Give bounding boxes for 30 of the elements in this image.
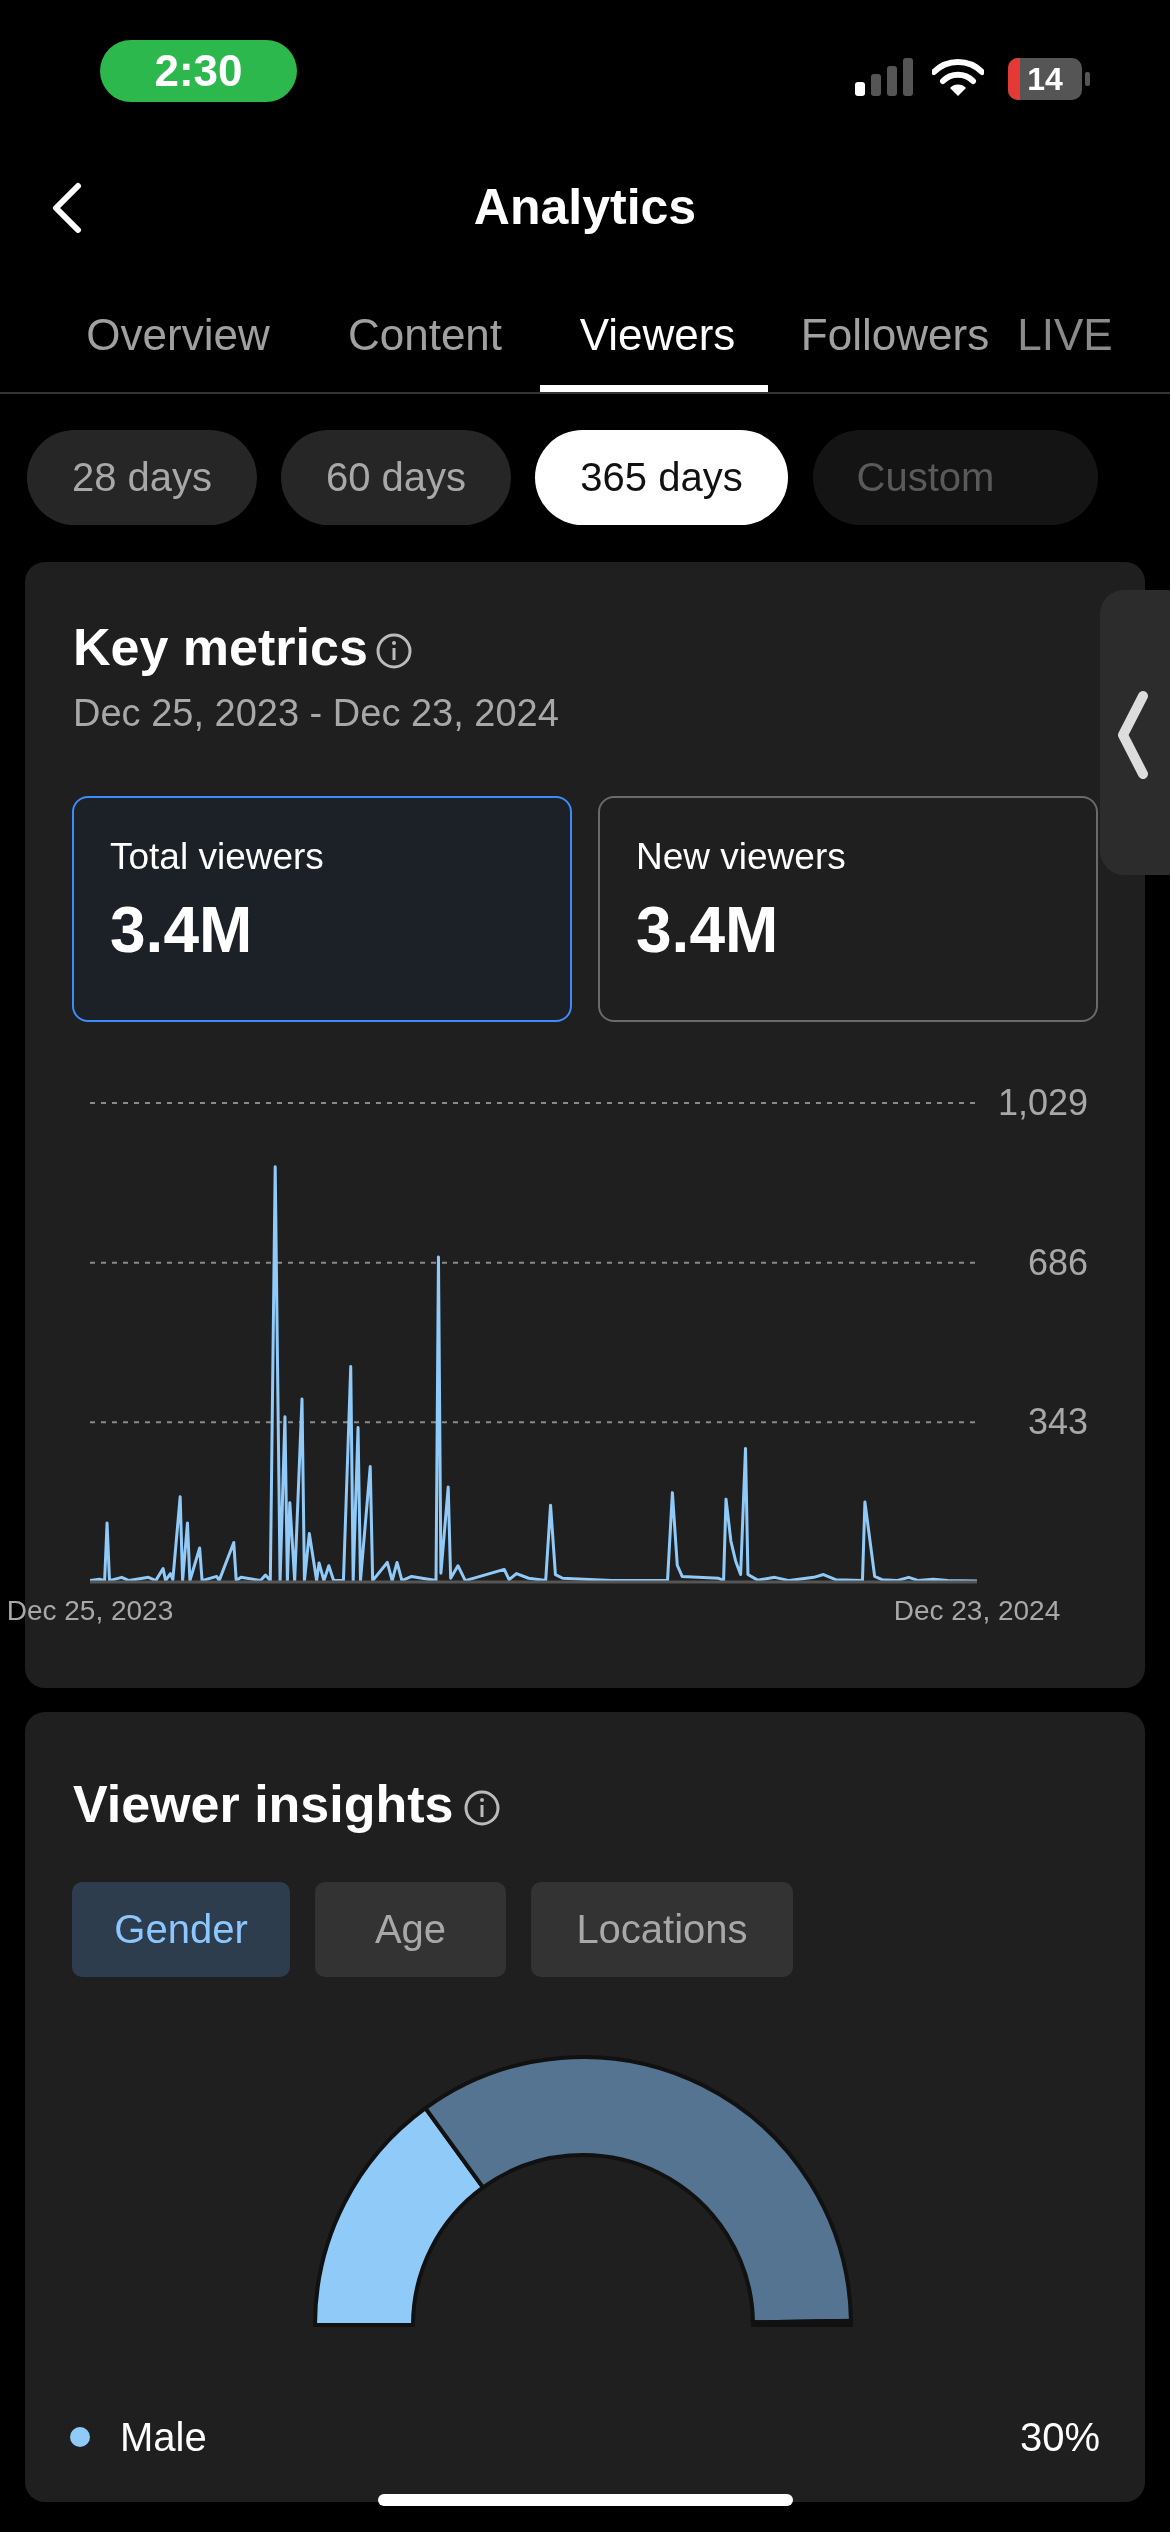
text: Analytics — [472, 178, 698, 237]
text: LIVE — [1016, 309, 1114, 361]
text: Overview — [85, 309, 271, 361]
text: Gender — [72, 1882, 290, 1977]
data-label: 30% — [1019, 2414, 1100, 2460]
text: 365 days — [535, 430, 788, 525]
text: New viewers — [636, 835, 847, 879]
x-tick-label: Dec 23, 2024 — [893, 1595, 1061, 1626]
text: 3.4M — [110, 893, 254, 968]
text: Content — [346, 309, 504, 361]
text: Followers — [799, 309, 991, 361]
text: Locations — [531, 1882, 793, 1977]
text: Age — [315, 1882, 506, 1977]
text: Total viewers — [110, 835, 325, 879]
x-tick-label: Dec 25, 2023 — [6, 1595, 174, 1626]
text: 28 days — [27, 430, 257, 525]
chart-subtitle: Dec 25, 2023 - Dec 23, 2024 — [73, 692, 559, 735]
text: 14 — [1026, 60, 1064, 98]
text: 3.4M — [636, 893, 780, 968]
chart-title: Key metrics — [73, 617, 368, 677]
y-tick-label: 686 — [1027, 1241, 1088, 1283]
chart-title: Viewer insights — [73, 1774, 454, 1834]
line-series — [90, 1165, 977, 1582]
text: Viewers — [578, 309, 737, 361]
y-tick-label: 1,029 — [997, 1082, 1088, 1123]
text: 2:30 — [100, 40, 297, 102]
legend-label: Male — [120, 2414, 207, 2460]
y-tick-label: 343 — [1027, 1401, 1088, 1443]
text: Custom — [813, 430, 1098, 525]
text: 60 days — [281, 430, 511, 525]
